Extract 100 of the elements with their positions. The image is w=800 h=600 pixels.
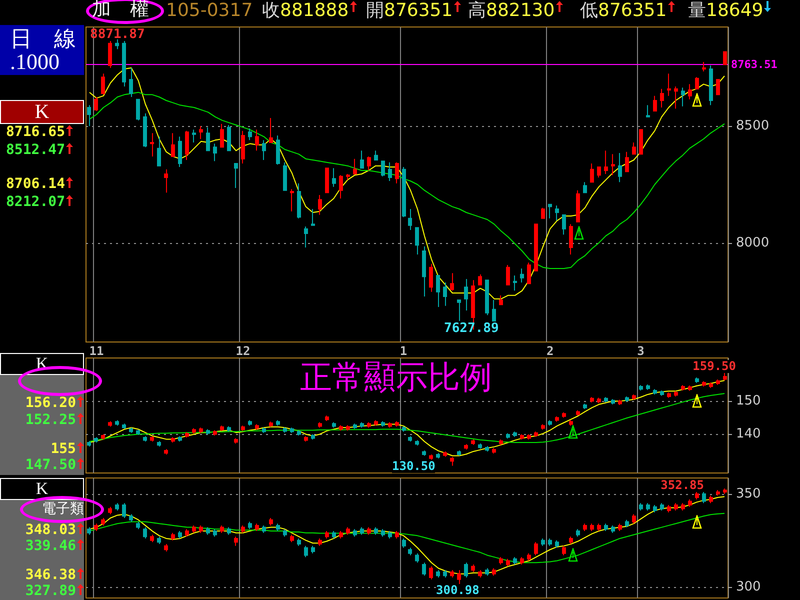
line-series [88, 92, 726, 269]
line-series [88, 67, 726, 300]
candlestick [569, 420, 573, 426]
candlestick [262, 140, 266, 160]
candlestick [248, 521, 252, 530]
candlestick [534, 224, 538, 272]
candlestick [681, 87, 685, 107]
y-tick-label: 300 [736, 579, 761, 594]
candlestick [485, 280, 489, 316]
candlestick [429, 263, 433, 292]
candlestick [527, 552, 531, 562]
candlestick [269, 421, 273, 428]
candlestick [443, 450, 447, 458]
x-tick-label: 3 [637, 344, 644, 358]
candlestick [485, 446, 489, 452]
line-series [88, 496, 726, 574]
candlestick [94, 523, 98, 532]
candlestick [129, 427, 133, 434]
candlestick [464, 278, 468, 311]
candlestick [395, 530, 399, 539]
candlestick [527, 434, 531, 440]
candlestick [353, 423, 357, 430]
candlestick [604, 396, 608, 403]
candlestick [513, 556, 517, 566]
x-tick-label: 2 [546, 344, 554, 358]
candlestick [178, 530, 182, 539]
candlestick [653, 504, 657, 513]
candlestick [422, 562, 426, 576]
candlestick [311, 434, 315, 440]
candlestick [227, 426, 231, 432]
candlestick [478, 274, 482, 286]
text: K [0, 100, 84, 124]
candlestick [611, 154, 615, 176]
candlestick [276, 523, 280, 532]
y-tick-label: 140 [736, 426, 761, 442]
candlestick [681, 384, 685, 391]
candlestick [576, 528, 580, 538]
candlestick [171, 132, 175, 157]
candlestick [136, 98, 140, 121]
candlestick [618, 523, 622, 532]
annotation: 130.50 [392, 459, 436, 474]
annotation: 300.98 [436, 583, 480, 598]
candlestick [667, 504, 671, 513]
candlestick [255, 129, 259, 152]
candlestick [94, 436, 98, 444]
candlestick [381, 160, 385, 177]
candlestick [402, 426, 406, 432]
candlestick [262, 427, 266, 434]
candlestick [311, 208, 315, 226]
candlestick [199, 524, 203, 534]
candlestick [562, 545, 566, 556]
candlestick [297, 538, 301, 546]
candlestick [220, 425, 224, 432]
line-series [88, 512, 726, 564]
candlestick [604, 150, 608, 174]
candlestick [660, 502, 664, 512]
candlestick [583, 403, 587, 410]
candlestick [506, 558, 510, 567]
candlestick [227, 124, 231, 152]
candlestick [492, 448, 496, 454]
candlestick [625, 396, 629, 402]
candlestick [290, 534, 294, 543]
candlestick [653, 388, 657, 395]
candlestick [534, 542, 538, 556]
candlestick [632, 142, 636, 155]
candlestick [381, 420, 385, 428]
candlestick [255, 424, 259, 430]
candlestick [255, 523, 259, 532]
candlestick [353, 528, 357, 538]
candlestick [548, 420, 552, 426]
candlestick [115, 38, 119, 50]
candlestick [101, 434, 105, 440]
candlestick [220, 524, 224, 534]
candlestick [597, 523, 601, 532]
candlestick [248, 420, 252, 426]
candlestick [241, 425, 245, 432]
annotation: 352.85 [660, 478, 704, 492]
candlestick [569, 536, 573, 545]
text: 105-0317 [166, 0, 253, 21]
candlestick [164, 448, 168, 455]
candlestick [450, 570, 454, 578]
x-tick-label: 1 [400, 344, 408, 358]
candlestick [625, 519, 629, 528]
candlestick [639, 502, 643, 512]
candlestick [562, 412, 566, 418]
candlestick [695, 377, 699, 384]
candlestick [234, 163, 238, 188]
candlestick [115, 502, 119, 512]
text: 量18649 [688, 0, 764, 21]
candlestick [464, 562, 468, 578]
candlestick [143, 112, 147, 148]
candlestick [583, 523, 587, 532]
candlestick [353, 158, 357, 174]
candlestick [702, 491, 706, 504]
candlestick [457, 300, 461, 322]
candlestick [374, 526, 378, 536]
candlestick [513, 275, 517, 292]
text: 327.89 [25, 583, 76, 600]
candlestick [115, 420, 119, 426]
text: 8512.47 [6, 142, 66, 158]
